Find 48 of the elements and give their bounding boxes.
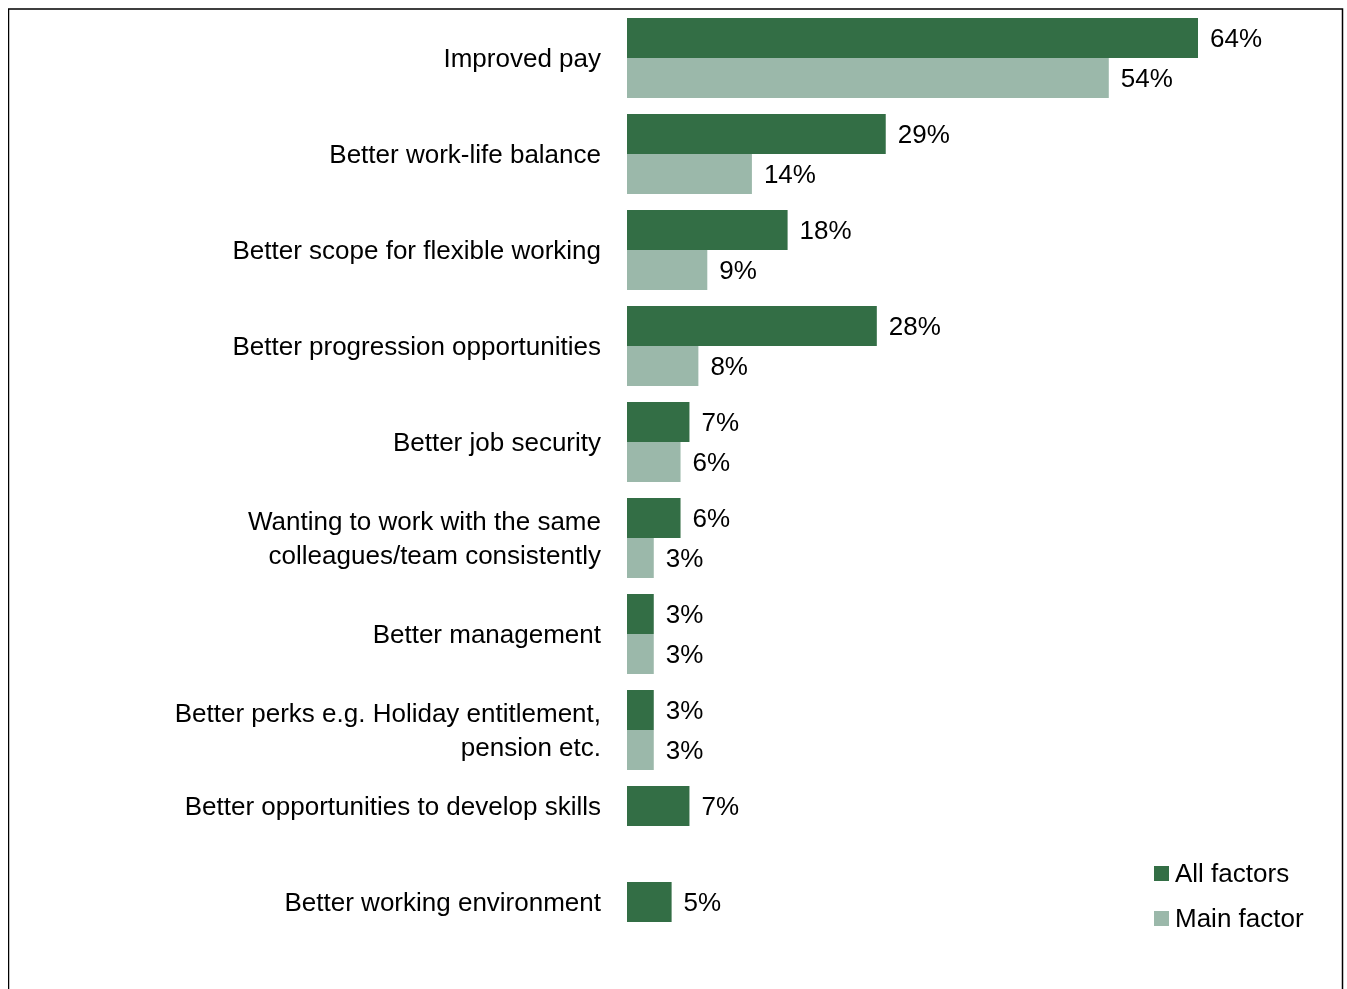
y-tick-label: Better work-life balance <box>329 139 601 169</box>
bar <box>627 114 886 154</box>
data-label: 3% <box>665 543 704 573</box>
y-tick-label: Better scope for flexible working <box>232 235 601 265</box>
bar <box>627 306 877 346</box>
data-label: 5% <box>683 887 722 917</box>
bar <box>627 538 654 578</box>
bar <box>627 18 1198 58</box>
y-tick-label: Better progression opportunities <box>232 331 601 361</box>
bar <box>627 58 1109 98</box>
bar <box>627 786 690 826</box>
data-label: 54% <box>1120 63 1173 93</box>
data-label: 18% <box>799 215 852 245</box>
data-label: 3% <box>665 735 704 765</box>
bar <box>627 402 690 442</box>
data-label: 7% <box>701 407 740 437</box>
data-label: 8% <box>710 351 748 381</box>
bar <box>627 498 681 538</box>
y-tick-label: Better management <box>372 619 602 649</box>
data-label: 28% <box>888 311 941 341</box>
bar <box>627 594 654 634</box>
y-tick-label: Improved pay <box>443 43 601 73</box>
y-tick-label: Better job security <box>392 427 601 457</box>
data-label: 64% <box>1210 23 1263 53</box>
y-tick-label: Better opportunities to develop skills <box>184 791 601 821</box>
data-label: 3% <box>665 639 704 669</box>
bar <box>627 154 752 194</box>
data-label: 7% <box>701 791 740 821</box>
bar <box>627 634 654 674</box>
bar <box>627 442 681 482</box>
data-label: 9% <box>719 255 757 285</box>
bar <box>627 250 708 290</box>
legend-label: All factors <box>1175 858 1290 888</box>
legend-label: Main factor <box>1175 903 1304 933</box>
data-label: 6% <box>692 447 731 477</box>
bar <box>627 882 672 922</box>
bar <box>627 346 699 386</box>
data-label: 14% <box>763 159 816 189</box>
data-label: 6% <box>692 503 731 533</box>
y-tick-label: Better working environment <box>284 887 602 917</box>
bar <box>627 730 654 770</box>
data-label: 3% <box>665 695 704 725</box>
data-label: 29% <box>897 119 950 149</box>
bar <box>627 210 788 250</box>
y-tick-label: Wanting to work with the same colleagues/team consistently <box>247 506 601 570</box>
data-label: 3% <box>665 599 704 629</box>
bar <box>627 690 654 730</box>
y-tick-label: Better perks e.g. Holiday entitlement, pension etc. <box>174 698 601 762</box>
